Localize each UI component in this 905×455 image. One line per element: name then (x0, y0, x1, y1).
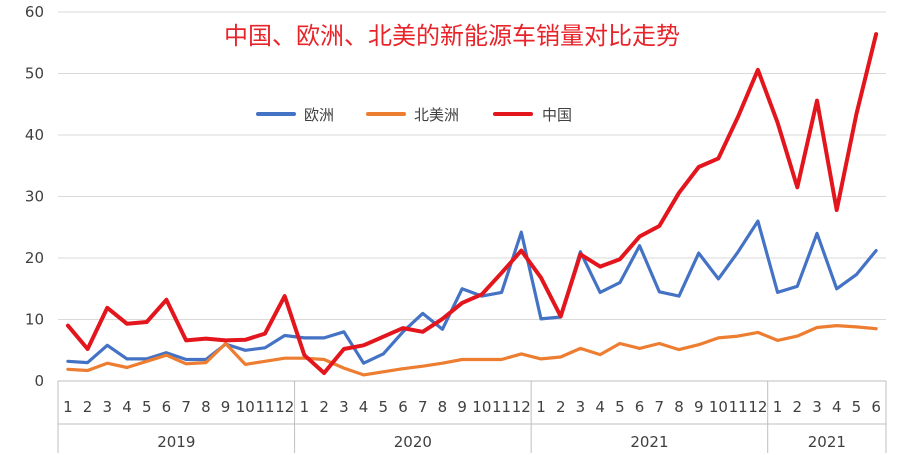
x-tick-label: 3 (339, 398, 349, 416)
series-lines (65, 32, 879, 377)
x-tick-label: 11 (492, 398, 511, 416)
x-tick-label: 12 (748, 398, 767, 416)
x-tick-label: 6 (398, 398, 408, 416)
x-tick-label: 5 (379, 398, 389, 416)
legend-label: 北美洲 (414, 106, 459, 124)
x-tick-label: 7 (655, 398, 665, 416)
x-tick-label: 9 (457, 398, 467, 416)
year-label: 2019 (157, 433, 195, 451)
x-tick-label: 4 (832, 398, 842, 416)
x-tick-label: 1 (63, 398, 73, 416)
x-tick-label: 2 (319, 398, 329, 416)
x-tick-label: 4 (359, 398, 369, 416)
y-tick-label: 60 (25, 3, 44, 21)
x-tick-label: 6 (871, 398, 881, 416)
y-axis: 0 10 20 30 40 50 60 (25, 3, 44, 390)
x-tick-label: 6 (162, 398, 172, 416)
year-label: 2021 (630, 433, 668, 451)
x-tick-label: 8 (674, 398, 684, 416)
x-tick-label: 2 (793, 398, 803, 416)
x-tick-label: 1 (300, 398, 310, 416)
y-tick-label: 40 (25, 126, 44, 144)
x-tick-label: 8 (438, 398, 448, 416)
x-tick-label: 5 (142, 398, 152, 416)
x-tick-label: 3 (103, 398, 113, 416)
legend: 欧洲 北美洲 中国 (256, 106, 572, 124)
x-tick-label: 5 (852, 398, 862, 416)
x-tick-label: 3 (576, 398, 586, 416)
x-tick-label: 2 (556, 398, 566, 416)
x-tick-label: 3 (812, 398, 822, 416)
series-line-2 (65, 32, 879, 375)
x-tick-label: 10 (709, 398, 728, 416)
year-label: 2020 (394, 433, 432, 451)
x-tick-label: 5 (615, 398, 625, 416)
y-tick-label: 10 (25, 311, 44, 329)
x-tick-label: 9 (694, 398, 704, 416)
x-tick-label: 12 (275, 398, 294, 416)
x-tick-label: 11 (255, 398, 274, 416)
year-label: 2021 (808, 433, 846, 451)
x-tick-label: 7 (181, 398, 191, 416)
x-tick-label: 1 (773, 398, 783, 416)
x-tick-label: 4 (122, 398, 132, 416)
series-line-0 (66, 219, 878, 365)
legend-label: 欧洲 (304, 106, 334, 124)
gridlines (58, 11, 886, 320)
x-tick-label: 12 (512, 398, 531, 416)
series-line-1 (66, 324, 878, 377)
x-axis: 1 2 3 4 5 6 7 8 9 10 11 12 1 2 3 4 5 6 7 8 9 10 11 12 1 2 3 4 5 6 7 8 9 1… (57, 380, 887, 453)
x-tick-label: 8 (201, 398, 211, 416)
x-tick-label: 9 (221, 398, 231, 416)
y-tick-label: 50 (25, 65, 44, 83)
chart-title: 中国、欧洲、北美的新能源车销量对比走势 (224, 22, 680, 50)
x-tick-label: 11 (729, 398, 748, 416)
x-tick-label: 10 (236, 398, 255, 416)
y-tick-label: 0 (34, 372, 44, 390)
legend-label: 中国 (542, 106, 572, 124)
y-tick-label: 30 (25, 188, 44, 206)
x-tick-label: 2 (83, 398, 93, 416)
x-tick-label: 6 (635, 398, 645, 416)
y-tick-label: 20 (25, 249, 44, 267)
x-tick-label: 10 (472, 398, 491, 416)
x-tick-label: 4 (595, 398, 605, 416)
x-tick-label: 1 (536, 398, 546, 416)
x-tick-label: 7 (418, 398, 428, 416)
